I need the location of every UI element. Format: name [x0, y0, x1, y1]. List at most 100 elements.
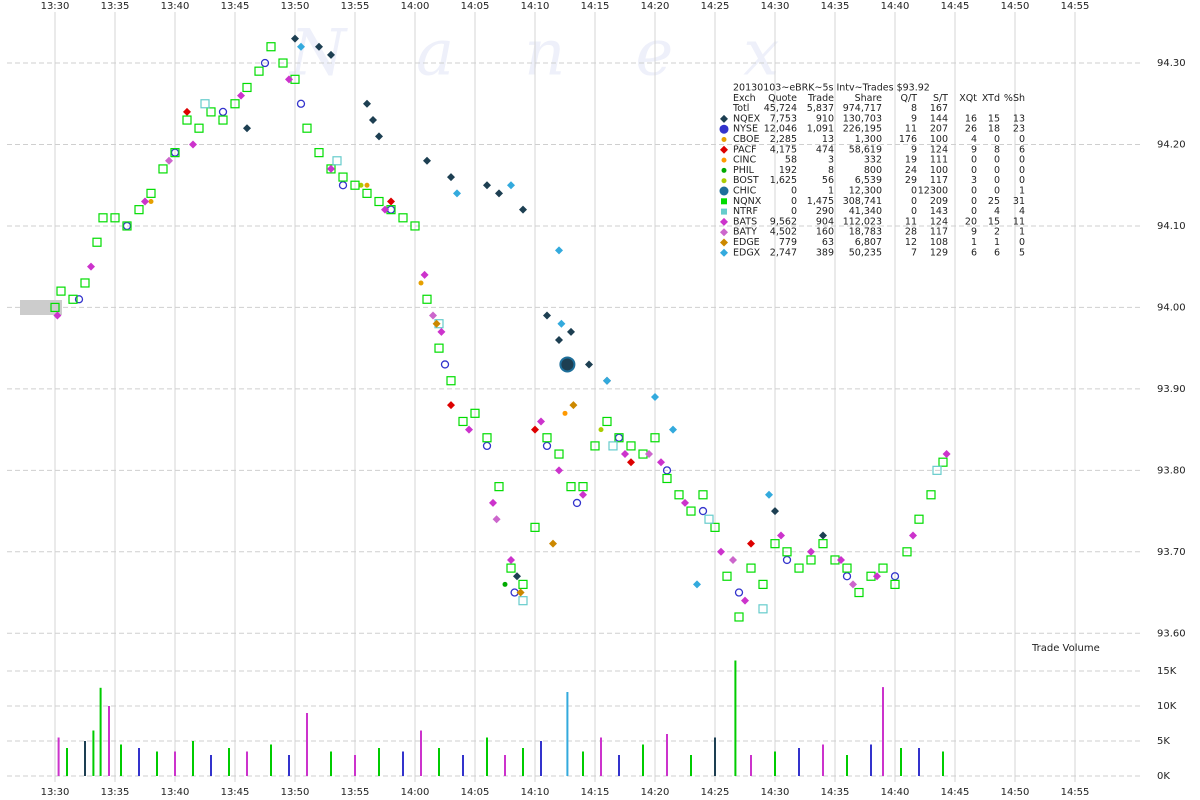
table-cell: 9: [911, 144, 917, 155]
table-cell: 11: [1013, 216, 1025, 227]
trade-marker: [56, 286, 66, 296]
trade-marker: [434, 343, 444, 353]
table-cell: 0: [971, 186, 977, 197]
table-cell: 8: [828, 165, 834, 176]
legend-label: EDGE: [733, 237, 760, 248]
volume-bar: [714, 737, 716, 776]
trade-marker: [603, 376, 611, 385]
trade-marker: [296, 99, 306, 108]
legend-marker: [721, 178, 727, 184]
trade-marker: [374, 196, 384, 207]
trade-marker: [358, 182, 364, 188]
trade-marker: [495, 189, 503, 198]
trade-marker: [260, 58, 270, 68]
trade-marker: [878, 563, 888, 573]
trade-marker: [579, 490, 587, 499]
table-cell: 12300: [918, 186, 948, 197]
table-cell: Totl: [732, 103, 749, 114]
table-cell: 0: [1019, 237, 1025, 248]
trade-marker: [585, 360, 593, 369]
volume-bar: [566, 692, 569, 776]
y-tick-label: 10K: [1157, 701, 1177, 712]
volume-bar: [108, 706, 110, 776]
trade-marker: [837, 555, 845, 564]
y-tick-label: 94.10: [1157, 221, 1186, 232]
x-tick-label: 14:10: [521, 1, 550, 12]
table-cell: 4: [994, 206, 1000, 217]
trade-marker: [87, 262, 95, 271]
volume-bar: [942, 751, 944, 776]
trade-marker: [559, 356, 576, 373]
trade-marker: [926, 490, 936, 500]
legend-label: NQEX: [733, 113, 761, 124]
volume-bar: [420, 730, 422, 776]
table-cell: 18: [988, 124, 1000, 135]
table-cell: 9: [971, 227, 977, 238]
x-tick-label: 14:35: [821, 787, 850, 798]
x-tick-label: 14:00: [401, 1, 430, 12]
x-tick-label: 14:35: [821, 1, 850, 12]
trade-marker: [122, 221, 132, 231]
trade-marker: [674, 490, 684, 500]
table-cell: 176: [899, 134, 917, 145]
trade-marker: [554, 449, 564, 459]
table-cell: 58,619: [849, 144, 882, 155]
trade-marker: [206, 107, 216, 117]
trade-marker: [432, 319, 441, 328]
table-cell: 23: [1013, 124, 1025, 135]
table-cell: 974,717: [843, 103, 882, 114]
table-cell: 20: [965, 216, 977, 227]
table-cell: 1,475: [807, 196, 834, 207]
trade-marker: [567, 327, 575, 336]
volume-bar: [438, 748, 440, 776]
x-tick-label: 14:20: [641, 787, 670, 798]
trade-marker: [572, 498, 582, 508]
table-cell: 100: [930, 134, 948, 145]
table-cell: 160: [816, 227, 834, 238]
trade-marker: [489, 498, 497, 507]
trade-marker: [662, 473, 672, 484]
volume-bar: [270, 744, 272, 776]
x-tick-label: 14:10: [521, 787, 550, 798]
table-cell: 41,340: [849, 206, 882, 217]
table-cell: 1: [828, 186, 834, 197]
trade-marker: [381, 205, 389, 214]
trade-marker: [189, 140, 197, 149]
volume-bar: [504, 755, 506, 776]
table-cell: 0: [911, 186, 917, 197]
volume-bar: [462, 755, 464, 776]
trade-marker: [777, 531, 785, 540]
trade-marker: [873, 572, 881, 581]
table-cell: 9,562: [770, 216, 797, 227]
table-header: Quote: [768, 93, 797, 104]
table-cell: 4: [971, 134, 977, 145]
table-cell: 1: [1019, 227, 1025, 238]
x-tick-label: 13:40: [161, 787, 190, 798]
trade-marker: [141, 197, 149, 206]
table-cell: 13: [822, 134, 834, 145]
table-cell: 124: [930, 216, 948, 227]
trade-marker: [350, 180, 360, 190]
trade-marker: [729, 555, 737, 564]
legend-marker: [721, 137, 727, 142]
table-cell: 904: [816, 216, 834, 227]
volume-bar: [822, 744, 824, 776]
table-cell: 13: [1013, 113, 1025, 124]
table-cell: 910: [816, 113, 834, 124]
trade-marker: [230, 99, 240, 109]
table-cell: 117: [930, 175, 948, 186]
legend-label: PHIL: [733, 165, 755, 176]
trade-marker: [698, 506, 708, 516]
trade-marker: [218, 107, 228, 117]
volume-bar: [66, 748, 68, 776]
trade-marker: [507, 181, 515, 190]
trade-marker: [590, 441, 600, 451]
legend-marker: [719, 124, 729, 134]
volume-bar: [288, 755, 290, 776]
table-cell: 4: [1019, 206, 1025, 217]
legend-label: BATY: [733, 227, 757, 238]
trade-marker: [182, 115, 192, 125]
table-cell: 19: [905, 155, 917, 166]
trade-marker: [734, 588, 744, 597]
volume-bar: [582, 751, 584, 776]
